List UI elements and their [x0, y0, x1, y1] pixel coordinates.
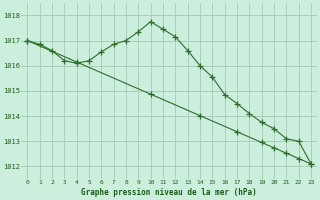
X-axis label: Graphe pression niveau de la mer (hPa): Graphe pression niveau de la mer (hPa)	[81, 188, 257, 197]
